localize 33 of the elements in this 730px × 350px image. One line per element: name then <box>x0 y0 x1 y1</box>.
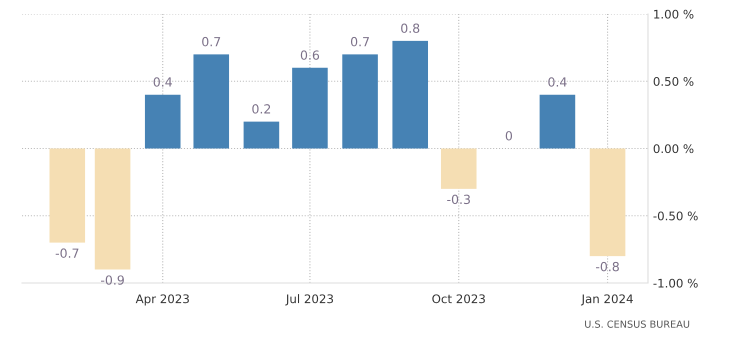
data-label: -0.9 <box>101 275 124 285</box>
y-tick-label: -0.50 % <box>653 211 698 220</box>
data-label: 0.4 <box>154 77 172 87</box>
bar <box>540 94 576 148</box>
bar <box>590 148 626 256</box>
bar <box>193 54 230 148</box>
bar <box>50 148 86 243</box>
x-tick-label: Jul 2023 <box>285 294 333 306</box>
x-tick-label: Oct 2023 <box>432 294 485 304</box>
data-label: 0.4 <box>548 77 567 87</box>
data-label: 0.7 <box>350 36 369 46</box>
bar <box>392 40 428 148</box>
data-label: -0.8 <box>596 262 619 272</box>
text: U.S. CENSUS BUREAU <box>585 320 690 328</box>
x-tick-label: Jan 2024 <box>580 294 633 306</box>
data-label: 0.7 <box>202 36 220 46</box>
data-label: 0.2 <box>252 104 270 114</box>
y-tick-label: 0.00 % <box>654 144 694 154</box>
data-label: 0 <box>506 131 512 141</box>
data-label: -0.7 <box>56 248 78 258</box>
y-tick-label: -1.00 % <box>653 278 698 288</box>
y-tick-label: 0.50 % <box>654 76 694 86</box>
data-label: -0.3 <box>447 194 470 204</box>
bar <box>440 148 477 189</box>
x-tick-label: Apr 2023 <box>136 294 189 306</box>
y-tick-label: 1.00 % <box>654 10 694 19</box>
bar <box>144 94 181 148</box>
data-label: 0.8 <box>401 23 420 33</box>
bar <box>244 122 280 148</box>
bar <box>292 68 328 148</box>
bar <box>342 54 378 148</box>
bar <box>94 148 130 270</box>
data-label: 0.6 <box>300 50 320 60</box>
